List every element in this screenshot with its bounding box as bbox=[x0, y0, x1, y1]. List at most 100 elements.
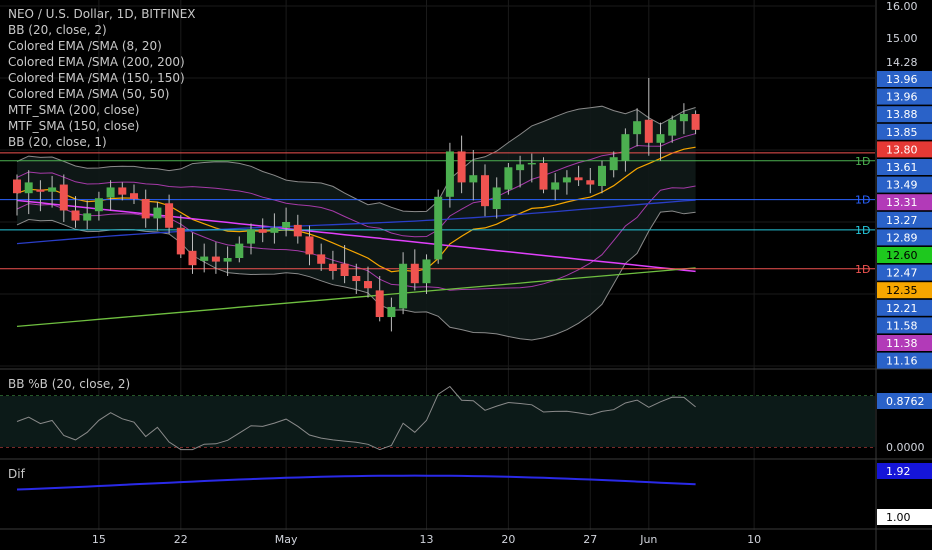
dif-title: Dif bbox=[8, 467, 25, 481]
legend-item-ema-200[interactable]: Colored EMA /SMA (200, 200) bbox=[8, 55, 185, 69]
legend-item-ema-8-20[interactable]: Colored EMA /SMA (8, 20) bbox=[8, 39, 162, 53]
candle-body-26 bbox=[317, 254, 326, 264]
candle-body-37 bbox=[445, 151, 454, 197]
legend-item-ema-50[interactable]: Colored EMA /SMA (50, 50) bbox=[8, 87, 170, 101]
candle-body-25 bbox=[305, 236, 314, 255]
candle-body-13 bbox=[165, 203, 174, 228]
candle-body-14 bbox=[176, 227, 185, 255]
price-axis[interactable]: 16.00 15.00 14.28 13.96 13.96 13.88 13.85 13.80… bbox=[877, 0, 932, 525]
price-label-bg-10 bbox=[877, 247, 932, 263]
legend-title[interactable]: NEO / U.S. Dollar, 1D, BITFINEX bbox=[8, 7, 196, 21]
candle-body-21 bbox=[258, 229, 267, 233]
time-tick-1: 22 bbox=[174, 533, 188, 546]
candle-body-3 bbox=[48, 187, 57, 192]
candle-body-36 bbox=[434, 196, 443, 260]
candle-body-32 bbox=[387, 306, 396, 318]
price-label-11: 12.47 bbox=[886, 267, 918, 280]
price-label-0: 13.96 bbox=[886, 73, 918, 86]
candle-body-50 bbox=[598, 165, 606, 186]
price-label-6: 13.49 bbox=[886, 179, 918, 192]
candle-body-38 bbox=[457, 151, 466, 183]
candle-body-31 bbox=[375, 290, 384, 318]
candle-body-56 bbox=[668, 119, 677, 136]
horizontal-levels: 1D 1D 1D 1D bbox=[0, 152, 875, 276]
candle-body-49 bbox=[586, 180, 595, 185]
candle-body-16 bbox=[200, 256, 209, 261]
price-label-bg-3 bbox=[877, 123, 932, 140]
price-label-bg-11 bbox=[877, 264, 932, 281]
candle-body-17 bbox=[211, 256, 220, 262]
candle-body-22 bbox=[270, 227, 279, 233]
time-axis[interactable]: 15 22 May 13 20 27 Jun 10 bbox=[92, 533, 761, 546]
price-label-bg-6 bbox=[877, 176, 932, 193]
candle-body-39 bbox=[469, 175, 478, 183]
dif-tick-bg bbox=[877, 509, 932, 525]
candle-body-10 bbox=[130, 193, 138, 199]
price-tick-0: 16.00 bbox=[886, 0, 918, 13]
dif-tick: 1.00 bbox=[886, 511, 911, 524]
candle-body-2 bbox=[36, 189, 45, 192]
price-label-bg-12 bbox=[877, 282, 932, 299]
dif-value-bg bbox=[877, 463, 932, 479]
level-label-2: 1D bbox=[855, 194, 870, 207]
ema-200-line bbox=[16, 199, 696, 273]
candle-body-40 bbox=[481, 175, 489, 207]
bb1-upper-line bbox=[16, 133, 696, 238]
price-label-12: 12.35 bbox=[886, 284, 918, 297]
candle-body-4 bbox=[59, 184, 68, 211]
candle-body-27 bbox=[328, 263, 337, 271]
price-label-15: 11.38 bbox=[886, 337, 918, 350]
candle-body-45 bbox=[539, 162, 548, 190]
price-label-bg-16 bbox=[877, 352, 932, 369]
legend-item-bb-20-2[interactable]: BB (20, close, 2) bbox=[8, 23, 107, 37]
legend-item-bb-20-1[interactable]: BB (20, close, 1) bbox=[8, 135, 107, 149]
candle-body-19 bbox=[235, 243, 244, 258]
candle-body-42 bbox=[504, 167, 513, 190]
candle-body-15 bbox=[188, 250, 197, 266]
candle-body-9 bbox=[118, 187, 127, 195]
candle-body-1 bbox=[24, 182, 33, 194]
price-label-bg-1 bbox=[877, 88, 932, 105]
candle-body-58 bbox=[691, 114, 700, 130]
ema-150-line bbox=[16, 267, 696, 328]
time-tick-2: May bbox=[275, 533, 298, 546]
legend-item-mtf-sma-150[interactable]: MTF_SMA (150, close) bbox=[8, 119, 140, 133]
candle-body-47 bbox=[562, 177, 571, 183]
candle-body-11 bbox=[141, 198, 150, 219]
candle-body-29 bbox=[352, 276, 361, 282]
price-tick-2: 14.28 bbox=[886, 56, 918, 69]
level-label-4: 1D bbox=[855, 263, 870, 276]
time-tick-3: 13 bbox=[420, 533, 434, 546]
price-label-4: 13.80 bbox=[886, 143, 918, 156]
candle-body-28 bbox=[340, 263, 349, 276]
bbpb-title: BB %B (20, close, 2) bbox=[8, 377, 131, 391]
dif-value: 1.92 bbox=[886, 465, 911, 478]
price-label-13: 12.21 bbox=[886, 302, 918, 315]
bbpb-line bbox=[16, 385, 696, 451]
candle-body-30 bbox=[364, 281, 372, 289]
candle-body-51 bbox=[609, 157, 618, 171]
candle-body-6 bbox=[83, 213, 92, 221]
candle-body-41 bbox=[492, 187, 501, 210]
price-label-bg-9 bbox=[877, 229, 932, 246]
candle-body-44 bbox=[527, 162, 536, 165]
dif-legend[interactable]: Dif bbox=[8, 466, 25, 482]
candlesticks bbox=[13, 78, 700, 332]
candle-body-35 bbox=[422, 259, 431, 284]
candle-body-24 bbox=[293, 224, 302, 237]
price-label-8: 13.27 bbox=[886, 214, 918, 227]
candle-body-53 bbox=[633, 121, 642, 135]
level-label-1: 1D bbox=[855, 155, 870, 168]
time-tick-4: 20 bbox=[501, 533, 515, 546]
legend-item-mtf-sma-200[interactable]: MTF_SMA (200, close) bbox=[8, 103, 140, 117]
legend-item-ema-150[interactable]: Colored EMA /SMA (150, 150) bbox=[8, 71, 185, 85]
candle-body-7 bbox=[94, 198, 103, 212]
price-label-bg-15 bbox=[877, 335, 932, 351]
bbpb-legend[interactable]: BB %B (20, close, 2) bbox=[8, 376, 130, 392]
candle-body-33 bbox=[399, 263, 408, 309]
price-label-bg-7 bbox=[877, 194, 932, 211]
price-label-5: 13.61 bbox=[886, 161, 918, 174]
price-label-3: 13.85 bbox=[886, 126, 918, 139]
